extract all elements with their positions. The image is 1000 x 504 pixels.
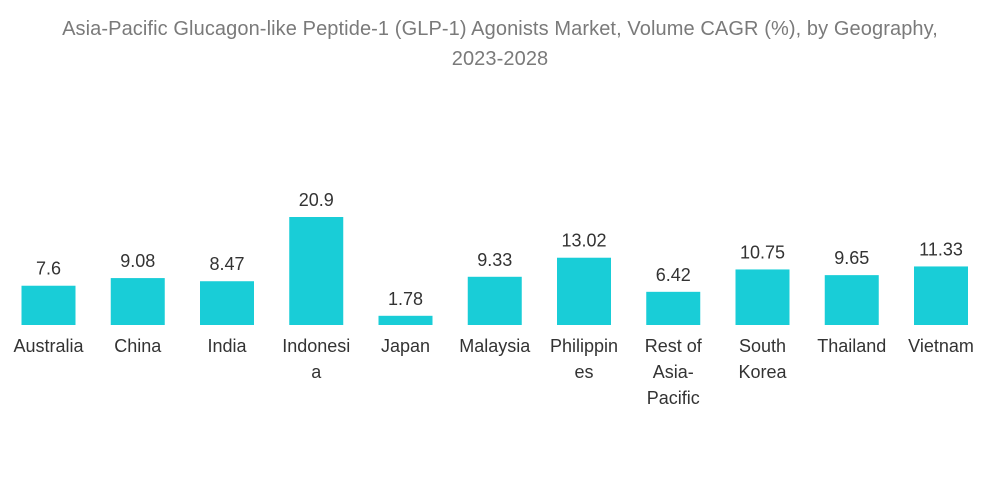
category-label-line: Australia bbox=[13, 336, 84, 356]
value-label-5: 9.33 bbox=[477, 250, 512, 270]
bar-10 bbox=[914, 266, 968, 325]
category-label-line: China bbox=[114, 336, 162, 356]
category-label-line: Malaysia bbox=[459, 336, 531, 356]
category-label-8: South Korea bbox=[738, 336, 787, 382]
chart-title: Asia-Pacific Glucagon-like Peptide-1 (GL… bbox=[62, 18, 938, 70]
category-label-1: China bbox=[114, 336, 162, 356]
category-label-line: Pacific bbox=[647, 388, 700, 408]
category-label-line: Thailand bbox=[817, 336, 886, 356]
category-label-line: India bbox=[207, 336, 247, 356]
category-label-line: es bbox=[574, 362, 593, 382]
category-label-line: Indonesi bbox=[282, 336, 350, 356]
category-label-3: Indonesi a bbox=[282, 336, 350, 382]
bars-group bbox=[21, 217, 968, 325]
value-label-0: 7.6 bbox=[36, 259, 61, 279]
value-label-6: 13.02 bbox=[561, 231, 606, 251]
bar-1 bbox=[110, 278, 165, 325]
bar-0 bbox=[21, 285, 76, 325]
bar-2 bbox=[200, 281, 254, 325]
bar-5 bbox=[467, 276, 522, 325]
value-label-2: 8.47 bbox=[209, 254, 244, 274]
category-label-10: Vietnam bbox=[908, 336, 974, 356]
value-label-3: 20.9 bbox=[299, 190, 334, 210]
bar-6 bbox=[557, 257, 611, 325]
category-label-line: Philippin bbox=[550, 336, 618, 356]
bar-9 bbox=[824, 275, 879, 325]
category-label-6: Philippin es bbox=[550, 336, 618, 382]
category-label-line: Japan bbox=[381, 336, 430, 356]
bar-4 bbox=[378, 315, 433, 325]
category-label-line: Korea bbox=[738, 362, 787, 382]
category-label-9: Thailand bbox=[817, 336, 886, 356]
value-labels-group: 7.6 9.08 8.47 20.9 1.78 9.33 13.02 6.42 10.75 9.6… bbox=[36, 190, 963, 309]
bar-8 bbox=[735, 269, 790, 325]
category-label-0: Australia bbox=[13, 336, 84, 356]
value-label-4: 1.78 bbox=[388, 289, 423, 309]
value-label-7: 6.42 bbox=[656, 265, 691, 285]
category-labels-group: Australia China India Indonesi a Japan Malaysi… bbox=[13, 336, 973, 408]
category-label-5: Malaysia bbox=[459, 336, 531, 356]
bar-7 bbox=[646, 291, 701, 325]
category-label-4: Japan bbox=[381, 336, 430, 356]
value-label-8: 10.75 bbox=[740, 242, 785, 262]
category-label-line: Rest of bbox=[645, 336, 703, 356]
category-label-line: Asia- bbox=[653, 362, 694, 382]
value-label-9: 9.65 bbox=[834, 248, 869, 268]
category-label-line: a bbox=[311, 362, 322, 382]
category-label-line: South bbox=[739, 336, 786, 356]
category-label-line: Vietnam bbox=[908, 336, 974, 356]
category-label-7: Rest of Asia- Pacific bbox=[645, 336, 703, 408]
bar-3 bbox=[289, 217, 344, 325]
category-label-2: India bbox=[207, 336, 247, 356]
value-label-10: 11.33 bbox=[919, 239, 963, 259]
value-label-1: 9.08 bbox=[120, 251, 155, 271]
